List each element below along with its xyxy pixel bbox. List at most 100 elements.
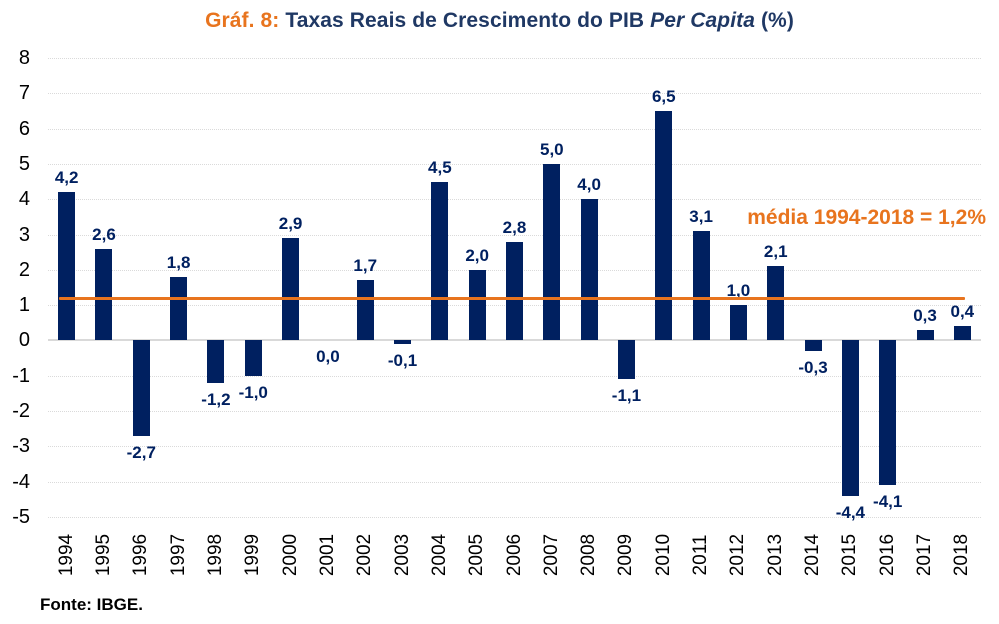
bar-2016 bbox=[879, 340, 897, 486]
bar-2018 bbox=[953, 326, 971, 341]
x-tick-2003: 2003 bbox=[391, 533, 413, 577]
y-tick--2: -2 bbox=[12, 400, 30, 423]
bar-2014 bbox=[804, 340, 822, 352]
value-label-1997: 1,8 bbox=[166, 252, 191, 272]
chart-title: Gráf. 8: Taxas Reais de Crescimento do P… bbox=[0, 9, 999, 33]
value-label-2000: 2,9 bbox=[278, 214, 303, 234]
y-tick-0: 0 bbox=[18, 329, 30, 352]
x-tick-2006: 2006 bbox=[503, 533, 525, 577]
gridline-7 bbox=[48, 93, 981, 95]
x-tick-1995: 1995 bbox=[92, 533, 114, 577]
bar-1997 bbox=[170, 276, 188, 341]
bar-1999 bbox=[244, 340, 262, 376]
x-tick-2017: 2017 bbox=[914, 533, 936, 577]
bar-2017 bbox=[916, 329, 934, 341]
x-tick-2001: 2001 bbox=[316, 533, 338, 577]
y-tick-5: 5 bbox=[18, 152, 30, 175]
x-tick-2011: 2011 bbox=[690, 534, 712, 576]
y-tick-3: 3 bbox=[18, 223, 30, 246]
x-tick-2004: 2004 bbox=[428, 533, 450, 577]
value-label-2012: 1,0 bbox=[726, 281, 751, 301]
value-label-2017: 0,3 bbox=[913, 305, 937, 325]
bar-2007 bbox=[543, 163, 561, 341]
y-tick-6: 6 bbox=[18, 117, 30, 140]
value-label-2006: 2,8 bbox=[502, 217, 527, 237]
bar-1995 bbox=[95, 248, 113, 341]
y-tick-1: 1 bbox=[18, 294, 30, 317]
x-tick-2000: 2000 bbox=[279, 533, 301, 577]
average-line bbox=[59, 296, 965, 300]
bar-2012 bbox=[729, 305, 747, 341]
chart-title-italic: Per Capita bbox=[650, 9, 756, 32]
bar-2000 bbox=[282, 238, 300, 341]
x-tick-2016: 2016 bbox=[876, 533, 898, 577]
source-note: Fonte: IBGE. bbox=[40, 595, 143, 614]
x-tick-1998: 1998 bbox=[204, 533, 226, 577]
value-label-2011: 3,1 bbox=[689, 207, 713, 226]
value-label-2001: 0,0 bbox=[316, 347, 340, 367]
y-tick-8: 8 bbox=[18, 47, 30, 69]
value-label-2018: 0,4 bbox=[950, 302, 975, 322]
x-tick-2014: 2014 bbox=[802, 533, 824, 577]
x-tick-2013: 2013 bbox=[764, 533, 786, 577]
gridline-3 bbox=[48, 234, 981, 236]
bar-2008 bbox=[580, 199, 598, 341]
gridline-6 bbox=[48, 128, 981, 130]
value-label-2015: -4,4 bbox=[835, 502, 866, 522]
x-tick-1994: 1994 bbox=[55, 533, 77, 577]
plot-area: 4,2 2,6 -2,7 1,8 -1,2 -1,0 2,9 0,0 1,7 -0,1 4,5 2,0… bbox=[48, 58, 981, 522]
y-tick--1: -1 bbox=[12, 364, 30, 387]
x-tick-2009: 2009 bbox=[615, 533, 637, 577]
value-label-2007: 5,0 bbox=[539, 139, 564, 159]
gridline--3 bbox=[48, 446, 981, 448]
x-tick-1996: 1996 bbox=[130, 533, 152, 577]
y-tick--3: -3 bbox=[12, 435, 30, 458]
chart-title-suffix: (%) bbox=[755, 9, 794, 32]
bar-2003 bbox=[394, 340, 412, 344]
bar-2006 bbox=[506, 241, 523, 341]
bar-2015 bbox=[841, 340, 859, 496]
bar-2011 bbox=[692, 231, 710, 341]
x-tick-1999: 1999 bbox=[242, 533, 264, 577]
value-label-2013: 2,1 bbox=[763, 242, 788, 262]
value-label-1996: -2,7 bbox=[126, 442, 156, 462]
value-label-2004: 4,5 bbox=[428, 157, 452, 177]
x-tick-2018: 2018 bbox=[951, 533, 973, 577]
y-tick--5: -5 bbox=[12, 506, 30, 528]
x-tick-2010: 2010 bbox=[652, 533, 674, 577]
bar-1994 bbox=[58, 192, 76, 341]
y-tick-7: 7 bbox=[18, 82, 30, 105]
x-tick-2015: 2015 bbox=[839, 533, 861, 577]
value-label-1994: 4,2 bbox=[54, 168, 79, 188]
chart-title-main: Taxas Reais de Crescimento do PIB bbox=[279, 9, 651, 32]
bar-1998 bbox=[207, 340, 225, 383]
bar-2013 bbox=[767, 266, 785, 341]
gridline-8 bbox=[48, 58, 981, 59]
value-label-2008: 4,0 bbox=[577, 175, 601, 195]
gridline--5 bbox=[48, 517, 981, 518]
value-label-2014: -0,3 bbox=[798, 358, 828, 378]
zero-axis-line bbox=[48, 339, 981, 342]
gridline-5 bbox=[48, 163, 981, 165]
gridline--1 bbox=[48, 375, 981, 377]
gridline-4 bbox=[48, 199, 981, 201]
x-tick-2002: 2002 bbox=[354, 533, 376, 577]
bar-2005 bbox=[468, 269, 486, 341]
x-tick-2005: 2005 bbox=[466, 533, 488, 577]
value-label-2010: 6,5 bbox=[651, 86, 676, 106]
value-label-1995: 2,6 bbox=[92, 224, 116, 244]
y-tick-2: 2 bbox=[18, 258, 30, 281]
value-label-1998: -1,2 bbox=[201, 389, 231, 409]
bar-2002 bbox=[356, 280, 374, 341]
value-label-2002: 1,7 bbox=[353, 256, 378, 276]
x-tick-2008: 2008 bbox=[578, 533, 600, 577]
chart-title-prefix: Gráf. 8: bbox=[205, 9, 280, 32]
value-label-2009: -1,1 bbox=[611, 386, 642, 406]
x-tick-2012: 2012 bbox=[727, 533, 749, 577]
bar-1996 bbox=[132, 340, 150, 436]
value-label-2003: -0,1 bbox=[387, 350, 418, 370]
value-label-1999: -1,0 bbox=[238, 382, 268, 402]
bar-2009 bbox=[617, 340, 635, 380]
y-axis: 8 7 6 5 4 3 2 1 0 -1 -2 -3 -4 -5 bbox=[0, 47, 36, 528]
